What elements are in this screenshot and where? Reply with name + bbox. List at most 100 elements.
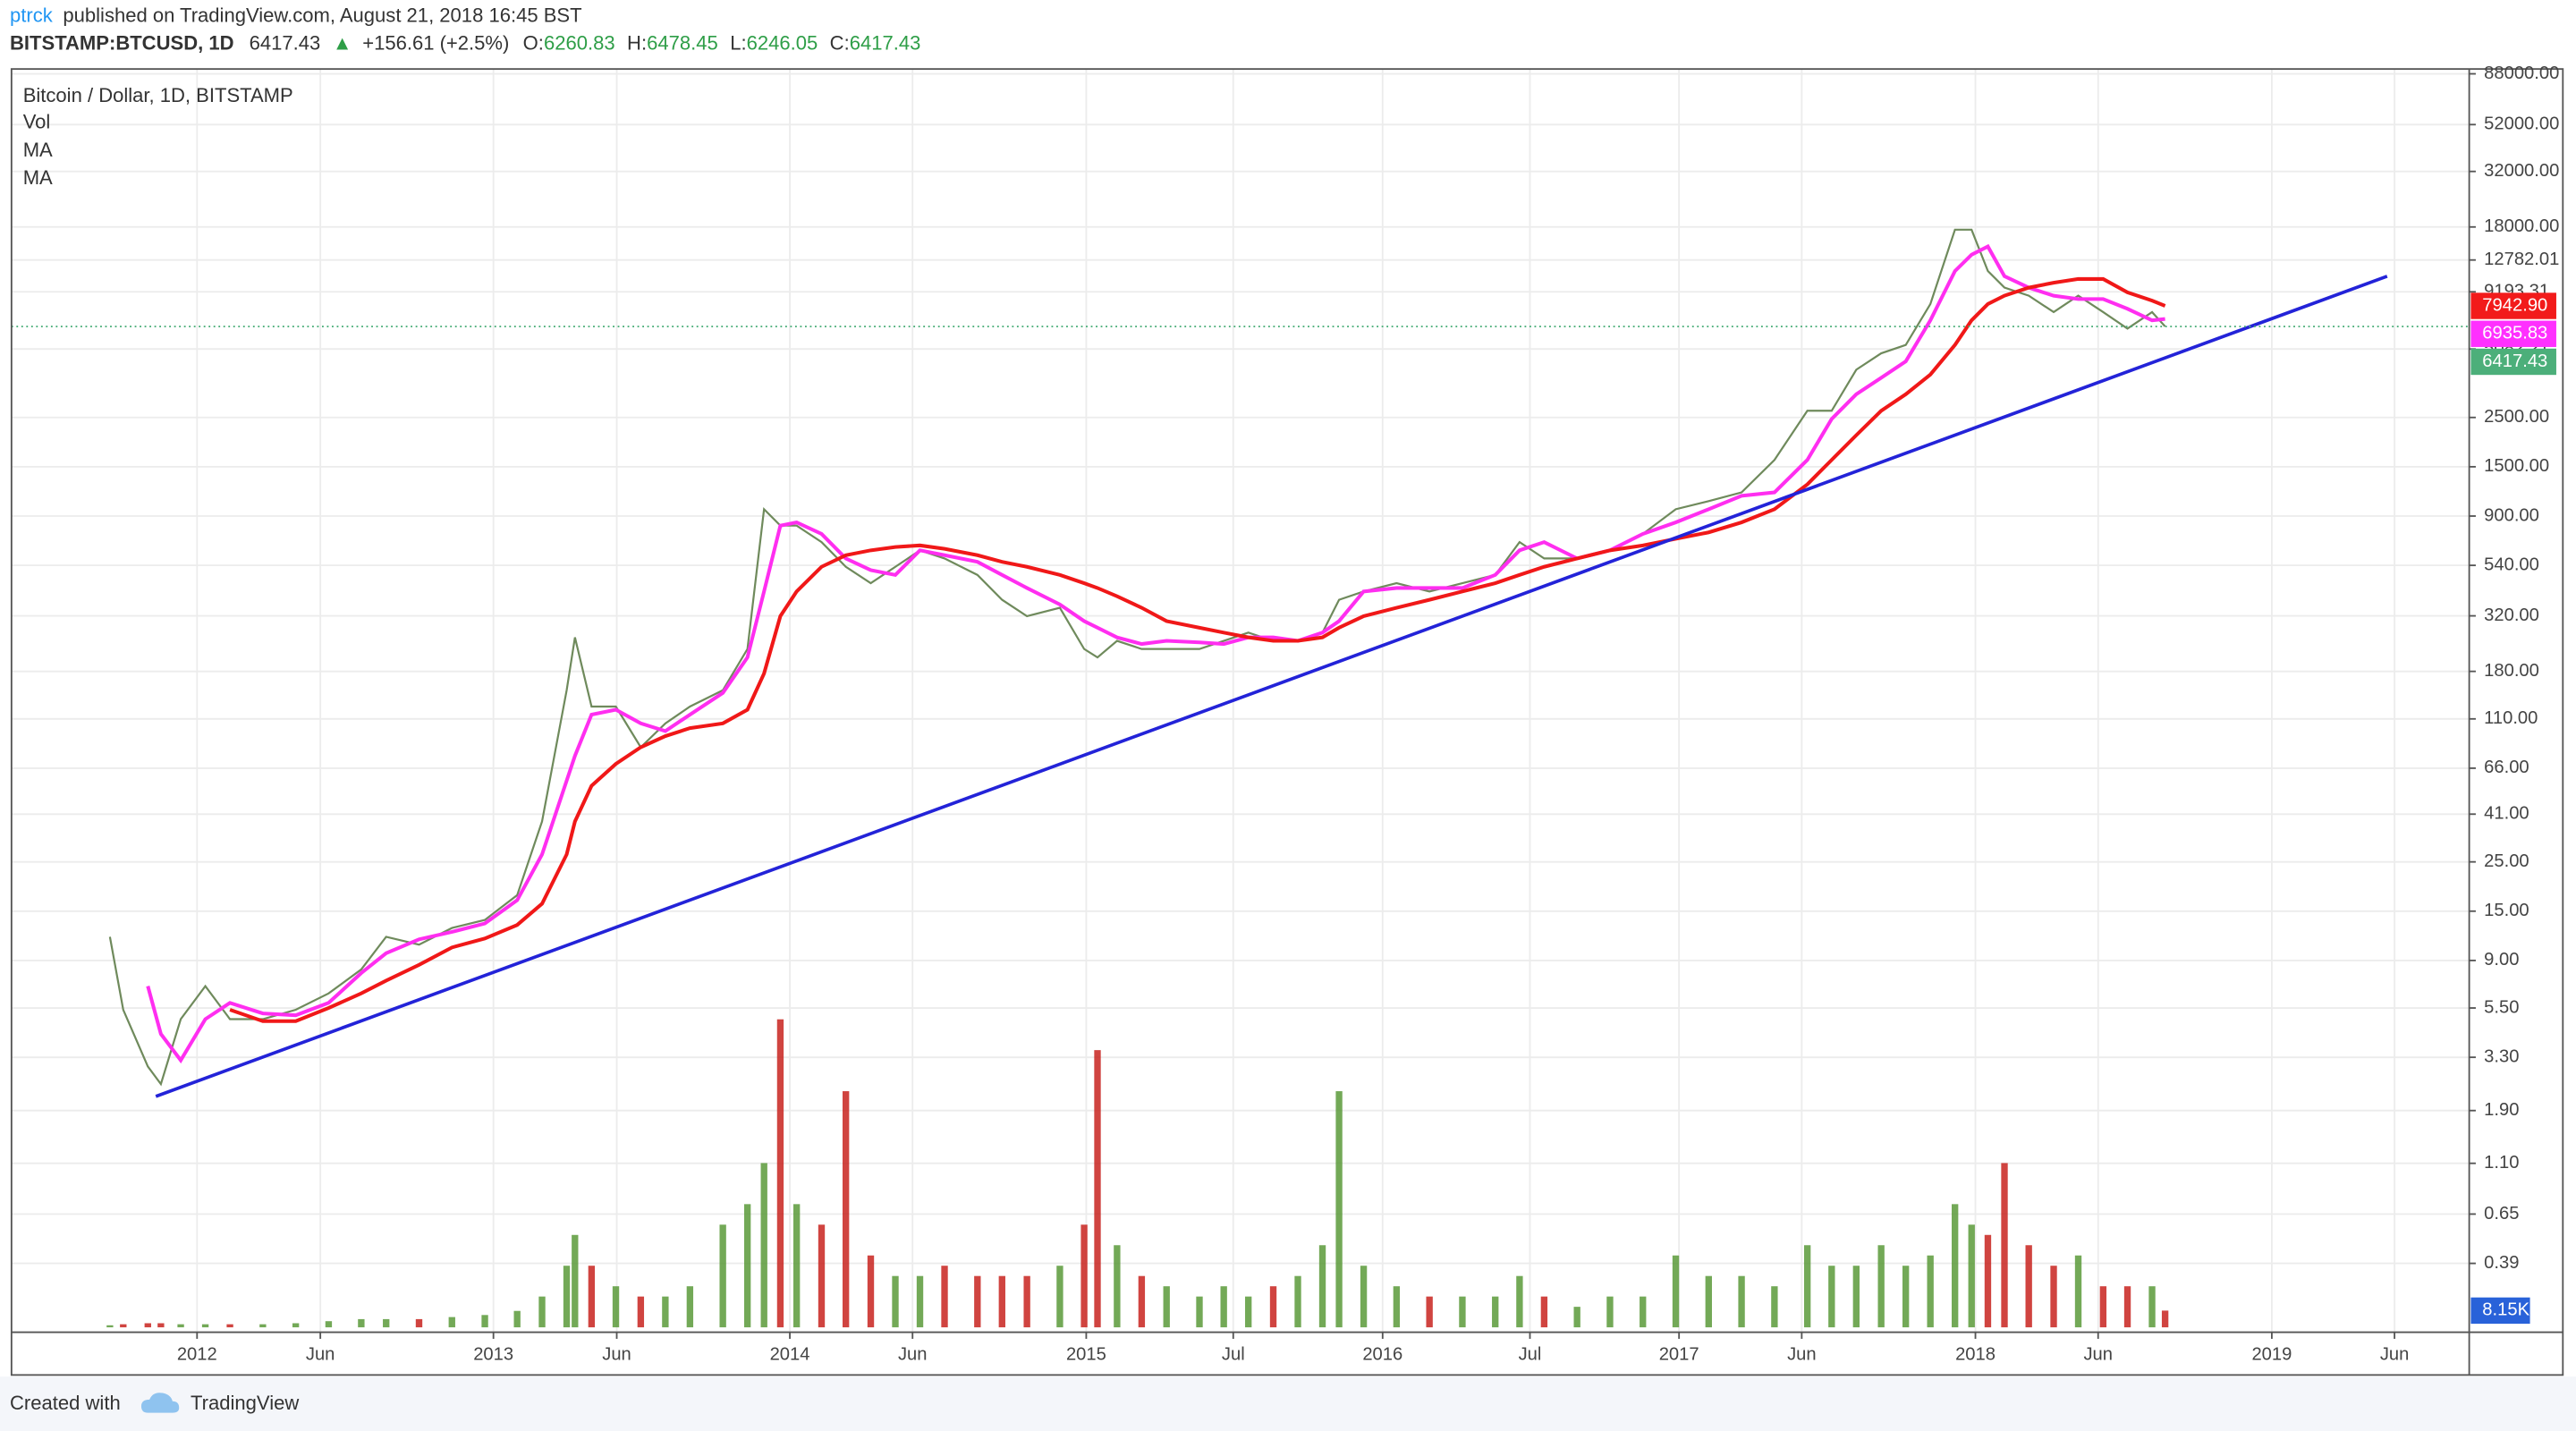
volume-bar (2161, 1310, 2169, 1328)
legend-entry[interactable]: MA (23, 139, 53, 161)
tradingview-logo[interactable] (140, 1393, 180, 1413)
volume-bar (1360, 1266, 1368, 1328)
volume-bar (1672, 1255, 1680, 1328)
header-line: ptrck published on TradingView.com, Augu… (10, 4, 582, 26)
x-tick-label: Jun (898, 1345, 928, 1365)
published-info: published on TradingView.com, August 21,… (63, 4, 581, 26)
price-badge (2470, 320, 2556, 347)
trend-line (155, 275, 2388, 1098)
volume-bar (2148, 1286, 2156, 1328)
volume-bar (1540, 1296, 1548, 1328)
y-tick-label: 3.30 (2484, 1046, 2519, 1066)
volume-bar (1393, 1286, 1401, 1328)
volume-bar (1828, 1266, 1835, 1328)
y-tick-label: 88000.00 (2484, 64, 2559, 83)
legend-entry[interactable]: Vol (23, 111, 51, 133)
volume-bar (1138, 1275, 1146, 1328)
footer-brand[interactable]: TradingView (191, 1392, 299, 1414)
y-tick-label: 900.00 (2484, 505, 2539, 525)
x-tick-label: 2012 (177, 1345, 217, 1365)
last-price: 6417.43 (250, 31, 321, 54)
volume-bar (1335, 1091, 1343, 1328)
volume-bar (358, 1318, 365, 1328)
author[interactable]: ptrck (10, 4, 54, 26)
y-tick-label: 2500.00 (2484, 407, 2549, 427)
volume-bar (157, 1323, 165, 1328)
volume-bar (1163, 1286, 1170, 1328)
volume-bar (1245, 1296, 1252, 1328)
volume-bar (776, 1019, 784, 1328)
volume-bar (2123, 1286, 2131, 1328)
y-tick-label: 32000.00 (2484, 161, 2559, 181)
y-tick-label: 9.00 (2484, 950, 2519, 970)
volume-bar (1984, 1234, 1992, 1328)
volume-bar (1803, 1245, 1811, 1328)
x-tick-label: 2017 (1659, 1345, 1699, 1365)
volume-bar (1606, 1296, 1614, 1328)
legend-entry[interactable]: MA (23, 166, 53, 189)
volume-bar (2001, 1163, 2008, 1328)
y-tick-label: 18000.00 (2484, 216, 2559, 236)
volume-bar (177, 1324, 184, 1328)
price-badge (2470, 348, 2556, 376)
volume-bar (1426, 1296, 1433, 1328)
volume-bar (259, 1324, 267, 1328)
x-tick-label: 2015 (1066, 1345, 1106, 1365)
x-tick-label: Jun (602, 1345, 631, 1365)
volume-bar (1023, 1275, 1030, 1328)
volume-bar (325, 1321, 333, 1328)
plot-area (11, 69, 2470, 1333)
x-tick-label: Jun (306, 1345, 335, 1365)
volume-bar (1952, 1204, 1959, 1328)
y-tick-label: 1.10 (2484, 1153, 2519, 1173)
volume-bar (974, 1275, 981, 1328)
volume-bar (1492, 1296, 1499, 1328)
volume-bar (1294, 1275, 1301, 1328)
volume-bar (1927, 1255, 1934, 1328)
volume-bar (941, 1266, 948, 1328)
x-tick-label: 2016 (1362, 1345, 1402, 1365)
y-tick-label: 0.39 (2484, 1253, 2519, 1273)
volume-bar (1877, 1245, 1885, 1328)
moving-average (229, 276, 2166, 1023)
x-tick-label: Jun (2380, 1345, 2410, 1365)
volume-bar (1705, 1275, 1712, 1328)
volume-bar (1094, 1050, 1101, 1328)
volume-bar (415, 1318, 423, 1328)
price-badge-label: 7942.90 (2482, 295, 2547, 315)
footer-text: Created with (10, 1392, 121, 1414)
change-arrow: ▲ (333, 31, 352, 54)
y-tick-label: 66.00 (2484, 758, 2529, 777)
x-tick-label: 2013 (473, 1345, 513, 1365)
volume-bar (1852, 1266, 1860, 1328)
ohlc-value: 6478.45 (647, 31, 718, 54)
volume-bar (106, 1325, 114, 1328)
y-tick-label: 15.00 (2484, 901, 2529, 920)
volume-bar (538, 1296, 546, 1328)
volume-bar (686, 1286, 694, 1328)
ohlc-value: 6246.05 (747, 31, 818, 54)
x-tick-label: Jul (1222, 1345, 1245, 1365)
volume-badge-label: 8.15K (2482, 1300, 2529, 1320)
ohlc-label: L: (730, 31, 746, 54)
price-line (108, 228, 2166, 1087)
moving-average (146, 243, 2165, 1064)
volume-bar (144, 1323, 151, 1328)
y-tick-label: 52000.00 (2484, 114, 2559, 134)
volume-bar (1738, 1275, 1745, 1328)
volume-bar (201, 1324, 209, 1328)
volume-bar (719, 1224, 726, 1328)
volume-bar (867, 1255, 875, 1328)
x-tick-label: 2018 (1955, 1345, 1996, 1365)
y-tick-label: 320.00 (2484, 605, 2539, 625)
volume-bar (1573, 1307, 1580, 1328)
volume-bar (662, 1296, 669, 1328)
volume-bar (1640, 1296, 1647, 1328)
x-tick-label: Jul (1519, 1345, 1542, 1365)
ohlc-value: 6417.43 (850, 31, 921, 54)
volume-bar (1968, 1224, 1975, 1328)
symbol: BITSTAMP:BTCUSD, 1D (10, 31, 234, 54)
ohlc-value: 6260.83 (544, 31, 615, 54)
